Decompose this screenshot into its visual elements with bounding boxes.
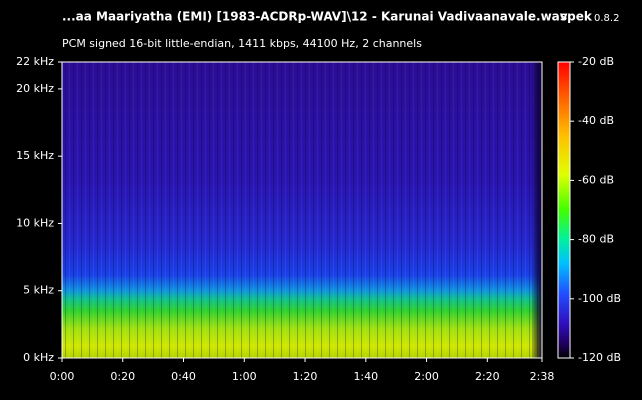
colorbar-tick-label: -100 dB [578, 292, 621, 305]
chart-title: ...aa Maariyatha (EMI) [1983-ACDRp-WAV]\… [62, 10, 568, 24]
spectrogram [62, 62, 542, 358]
colorbar-tick-label: -60 dB [578, 173, 614, 186]
y-tick-label: 20 kHz [16, 82, 54, 95]
colorbar-tick-label: -80 dB [578, 233, 614, 246]
subtitle: PCM signed 16-bit little-endian, 1411 kb… [62, 37, 422, 50]
color-bar [558, 62, 570, 358]
x-tick-label: 1:40 [353, 370, 378, 383]
x-tick-label: 0:40 [171, 370, 196, 383]
y-tick-label: 5 kHz [23, 284, 54, 297]
y-tick-label: 15 kHz [16, 149, 54, 162]
x-tick-label: 2:20 [475, 370, 500, 383]
plot-frame [61, 61, 543, 359]
y-tick-label: 22 kHz [16, 55, 54, 68]
colorbar-frame [557, 61, 571, 359]
colorbar-tick-label: -120 dB [578, 351, 621, 364]
y-tick-label: 0 kHz [23, 351, 54, 364]
x-tick-label: 2:38 [530, 370, 555, 383]
x-tick-label: 0:20 [110, 370, 135, 383]
spectrogram-edge [532, 62, 542, 358]
colorbar-tick-label: -20 dB [578, 55, 614, 68]
app-version: 0.8.2 [594, 13, 619, 24]
colorbar-tick-label: -40 dB [578, 114, 614, 127]
x-tick-label: 1:00 [232, 370, 257, 383]
x-tick-label: 2:00 [414, 370, 439, 383]
y-tick-label: 10 kHz [16, 216, 54, 229]
x-tick-label: 0:00 [50, 370, 75, 383]
x-tick-label: 1:20 [293, 370, 318, 383]
app-name: spek [560, 10, 593, 24]
